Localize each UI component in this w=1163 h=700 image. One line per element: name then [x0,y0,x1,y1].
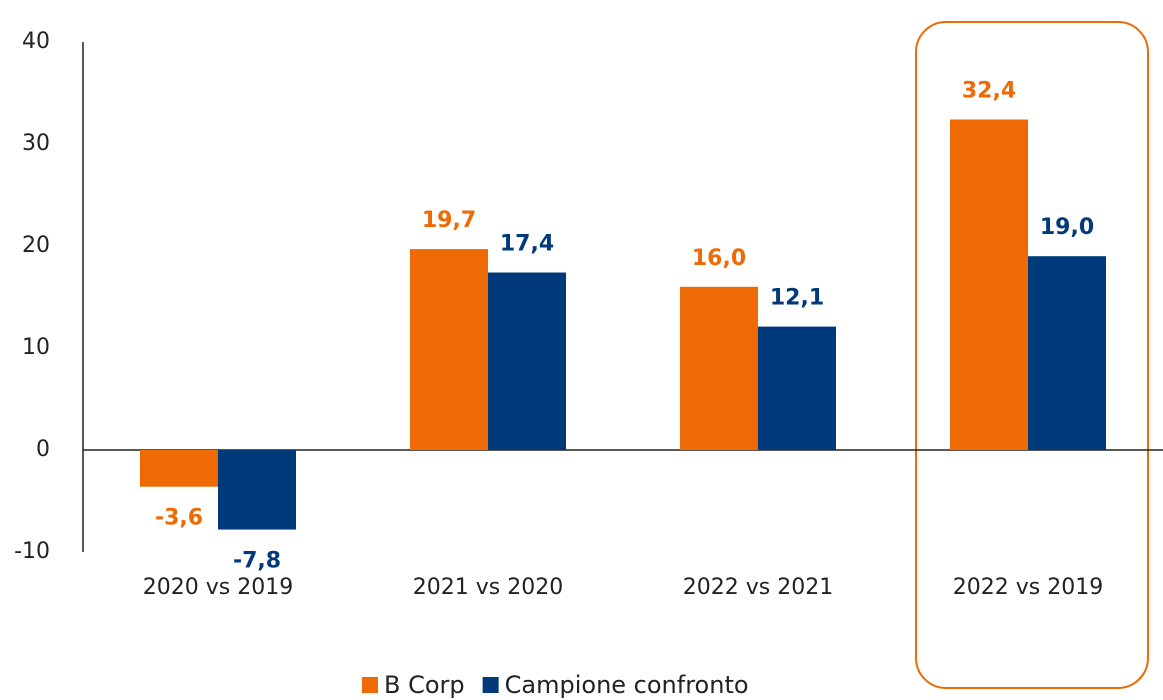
value-label: 16,0 [692,246,746,271]
bar [950,119,1028,451]
value-label: 32,4 [962,79,1016,104]
bar [140,450,218,487]
legend-swatch [362,677,378,693]
x-tick-label: 2022 vs 2021 [682,575,834,600]
value-label: 17,4 [500,232,554,257]
x-tick-label: 2022 vs 2019 [952,575,1104,600]
bar [218,450,296,530]
y-tick-label: 10 [22,335,50,360]
bar [410,249,488,450]
legend-label: Campione confronto [505,671,749,699]
x-tick-label: 2021 vs 2020 [412,575,564,600]
y-tick-label: 30 [22,131,50,156]
bar [1028,256,1106,450]
y-tick-label: 20 [22,233,50,258]
bar [680,286,758,450]
highlight-box [915,21,1149,689]
x-tick-label: 2020 vs 2019 [142,575,294,600]
bar [758,326,836,450]
y-tick-label: -10 [14,539,50,564]
legend-label: B Corp [384,671,465,699]
value-label: -3,6 [155,506,203,531]
value-label: -7,8 [233,549,281,574]
y-tick-label: 0 [36,437,50,462]
value-label: 19,7 [422,208,476,233]
bar [488,272,566,450]
value-label: 12,1 [770,286,824,311]
legend-swatch [482,677,499,693]
value-label: 19,0 [1040,215,1094,240]
y-tick-label: 40 [22,29,50,54]
